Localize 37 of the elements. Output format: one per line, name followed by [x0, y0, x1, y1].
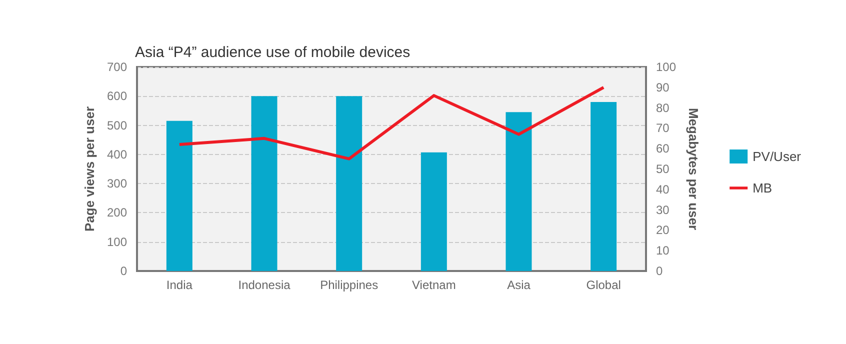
bar: [420, 152, 447, 271]
y-tick-label: 0: [120, 264, 128, 278]
y2-tick-label: 80: [656, 100, 670, 115]
x-tick-label: Vietnam: [412, 278, 456, 292]
bar: [336, 96, 362, 271]
y2-tick-label: 50: [656, 162, 670, 176]
y2-tick-label: 100: [656, 60, 676, 74]
y2-tick-label: 40: [656, 182, 670, 196]
y2-tick-label: 0: [656, 264, 663, 278]
y-tick-label: 500: [106, 118, 128, 132]
y2-tick-label: 60: [656, 142, 670, 156]
chart-title: Asia “P4” audience use of mobile devices: [135, 44, 410, 61]
y2-tick-label: 90: [656, 80, 670, 94]
y-tick-label: 300: [106, 176, 128, 191]
bar: [166, 120, 192, 271]
legend-label: PV/User: [752, 149, 802, 164]
line-series: [178, 86, 606, 160]
y-tick-label: 400: [106, 147, 128, 162]
y2-axis-title: Megabytes per user: [686, 108, 701, 230]
y-tick-label: 100: [106, 234, 128, 249]
y2-tick-label: 10: [656, 244, 670, 258]
legend-label: MB: [752, 180, 772, 196]
y-tick-label: 600: [106, 89, 128, 104]
x-tick-label: Philippines: [320, 278, 378, 292]
bar: [251, 96, 278, 271]
y-tick-label: 700: [106, 60, 128, 74]
bar: [506, 112, 532, 271]
x-tick-label: Global: [586, 278, 621, 292]
y-axis-title: Page views per user: [82, 106, 98, 232]
x-tick-label: Indonesia: [238, 278, 291, 292]
y-tick-label: 200: [106, 206, 128, 220]
y2-tick-label: 70: [656, 121, 670, 136]
y2-tick-label: 30: [656, 202, 670, 217]
bar: [590, 102, 617, 271]
x-tick-label: India: [166, 278, 193, 292]
y2-tick-label: 20: [656, 223, 670, 238]
x-tick-label: Asia: [507, 278, 531, 292]
